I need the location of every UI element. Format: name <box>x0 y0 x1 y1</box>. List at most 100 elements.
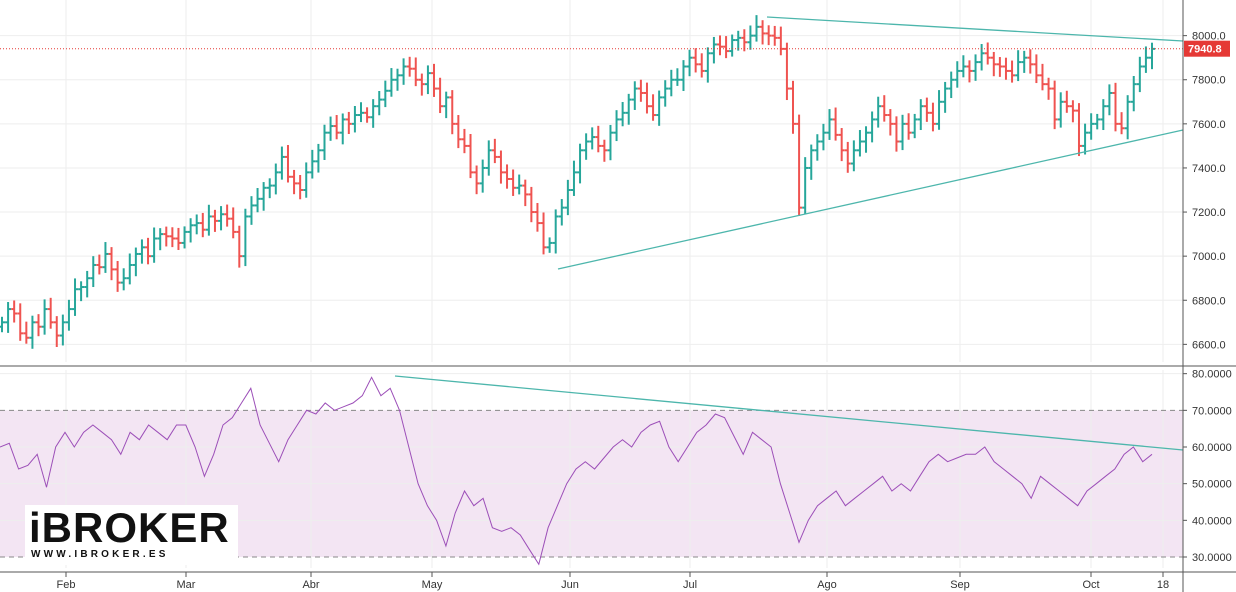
ohlc-bar <box>954 61 961 88</box>
price-resistance-trendline <box>766 16 1184 42</box>
ohlc-bar <box>424 65 431 95</box>
ohlc-bar <box>327 116 334 141</box>
price-support-trendline <box>557 129 1184 270</box>
price-tick-label: 7600.0 <box>1192 119 1226 131</box>
ohlc-bar <box>1136 56 1143 93</box>
price-tick-label: 8000.0 <box>1192 31 1226 43</box>
ohlc-bar <box>151 227 158 263</box>
ohlc-bar <box>351 105 358 133</box>
rsi-tick-label: 70.0000 <box>1192 405 1232 417</box>
ohlc-bar <box>814 134 821 161</box>
ohlc-bar <box>704 47 711 83</box>
time-tick-label: Jun <box>561 579 579 591</box>
ohlc-bar <box>5 302 12 333</box>
ohlc-bar <box>394 68 401 91</box>
ohlc-bar <box>418 73 425 96</box>
ohlc-bar <box>321 124 328 161</box>
ohlc-bar <box>309 149 316 179</box>
ohlc-bar <box>388 68 395 97</box>
ohlc-bar <box>96 254 103 275</box>
ohlc-bar <box>126 253 133 285</box>
ohlc-bar <box>175 227 182 250</box>
time-tick-label: May <box>422 579 443 591</box>
ohlc-bar <box>698 53 705 78</box>
ohlc-bar <box>716 35 723 56</box>
ohlc-bar <box>120 268 127 291</box>
ohlc-bar <box>59 314 66 346</box>
ohlc-bar <box>826 109 833 140</box>
ohlc-bar <box>1021 50 1028 73</box>
time-tick-label: Oct <box>1082 579 1099 591</box>
ohlc-bar <box>948 71 955 99</box>
ohlc-bar <box>260 182 267 211</box>
ohlc-bar <box>942 81 949 113</box>
ohlc-bar <box>978 44 985 71</box>
ohlc-bar <box>461 128 468 154</box>
ohlc-bar <box>254 188 261 213</box>
time-tick-label: Jul <box>683 579 697 591</box>
ohlc-bar <box>497 150 504 184</box>
ohlc-bar <box>686 49 693 77</box>
ohlc-bar <box>53 316 60 348</box>
ohlc-bar <box>656 90 663 126</box>
ohlc-bar <box>266 178 273 199</box>
ohlc-bar <box>357 102 364 123</box>
ohlc-bar <box>1112 82 1119 132</box>
ohlc-bar <box>777 26 784 56</box>
ohlc-bar <box>242 208 249 267</box>
ohlc-bar <box>875 96 882 128</box>
price-tick-label: 7400.0 <box>1192 163 1226 175</box>
ohlc-bar <box>17 303 24 341</box>
ohlc-bar <box>680 60 687 91</box>
ohlc-bar <box>35 314 42 337</box>
ohlc-bar <box>662 80 669 107</box>
ohlc-bar <box>510 169 517 196</box>
ohlc-bar <box>114 261 121 292</box>
ohlc-bar <box>138 239 145 264</box>
ohlc-bar <box>181 226 188 249</box>
ohlc-bar <box>382 80 389 108</box>
logo-main-text: iBROKER <box>29 504 230 551</box>
ohlc-bar <box>224 204 231 227</box>
time-tick-label: 18 <box>1157 579 1169 591</box>
ohlc-bar <box>1033 54 1040 84</box>
ohlc-bar <box>790 80 797 134</box>
ohlc-bar <box>899 114 906 151</box>
ohlc-bar <box>753 15 760 42</box>
ohlc-bar <box>1009 60 1016 83</box>
ohlc-bar <box>838 128 845 162</box>
ohlc-bar <box>193 214 200 235</box>
ohlc-bar <box>984 42 991 65</box>
time-tick-label: Abr <box>302 579 319 591</box>
time-tick-label: Ago <box>817 579 837 591</box>
ibroker-logo: iBROKER WWW.IBROKER.ES <box>25 505 238 565</box>
price-tick-label: 6800.0 <box>1192 295 1226 307</box>
ohlc-bar <box>1082 123 1089 155</box>
ohlc-bar <box>315 143 322 173</box>
ohlc-bar <box>917 99 924 131</box>
ohlc-bar <box>1039 63 1046 91</box>
ohlc-bar <box>747 25 754 50</box>
ohlc-bar <box>90 256 97 288</box>
ohlc-bar <box>169 227 176 248</box>
ohlc-bar <box>211 209 218 232</box>
ohlc-bar <box>668 69 675 97</box>
ohlc-bar <box>1124 95 1131 140</box>
ohlc-bar <box>443 91 450 119</box>
ohlc-bar <box>65 299 72 331</box>
ohlc-bar <box>473 165 480 195</box>
ohlc-bar <box>284 145 291 183</box>
ohlc-bar <box>850 140 857 172</box>
ohlc-bar <box>205 204 212 236</box>
ohlc-bar <box>1142 46 1149 73</box>
ohlc-bar <box>765 25 772 46</box>
ohlc-bar <box>996 57 1003 77</box>
ohlc-bar <box>11 300 18 323</box>
ohlc-bar <box>796 114 803 217</box>
ohlc-bar <box>1075 103 1082 157</box>
ohlc-bar <box>637 79 644 102</box>
rsi-trendline <box>394 375 1184 451</box>
ohlc-bar <box>558 199 565 226</box>
ohlc-bar <box>145 237 152 265</box>
ohlc-bar <box>1063 90 1070 113</box>
